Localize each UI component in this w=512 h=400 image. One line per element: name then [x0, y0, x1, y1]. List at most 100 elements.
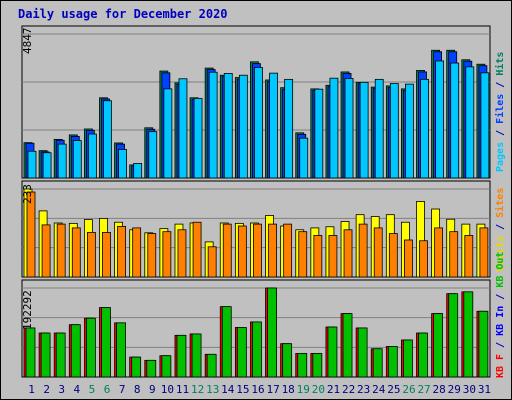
x-tick-label: 5: [89, 383, 96, 396]
bottom-bar-kb-out: [418, 332, 428, 378]
x-tick-label: 16: [251, 383, 264, 396]
middle-bar-sites: [268, 223, 277, 278]
bottom-bar-kb-out: [191, 333, 202, 378]
top-bar-pages: [118, 149, 127, 179]
top-bar-pages: [299, 137, 309, 179]
x-tick-label: 21: [327, 383, 340, 396]
x-tick-label: 31: [478, 383, 491, 396]
middle-bar-sites: [132, 227, 142, 278]
bottom-legend-item: KB F: [495, 354, 506, 378]
bottom-bar-kb-out: [252, 321, 262, 378]
bottom-panel: 192292 KB F / KB In / KB Out: [21, 252, 506, 378]
middle-bar-sites: [71, 227, 81, 278]
top-panel: 4847 Pages / Files / Hits: [21, 25, 506, 179]
bottom-bar-kb-out: [342, 313, 353, 378]
bottom-legend-item: KB In: [495, 306, 506, 336]
bottom-bar-kb-out: [387, 346, 398, 378]
bottom-bar-kb-out: [206, 353, 217, 378]
top-bar-pages: [284, 78, 294, 179]
top-bar-pages: [269, 72, 278, 179]
middle-bar-sites: [479, 227, 489, 278]
middle-bar-sites: [313, 235, 323, 278]
top-bar-pages: [254, 67, 263, 179]
middle-bars: [23, 188, 489, 278]
x-tick-label: 2: [43, 383, 50, 396]
x-tick-label: 4: [74, 383, 81, 396]
x-tick-label: 1: [28, 383, 35, 396]
x-tick-label: 23: [357, 383, 370, 396]
x-tick-label: 11: [176, 383, 189, 396]
x-tick-label: 30: [463, 383, 476, 396]
chart-title: Daily usage for December 2020: [18, 7, 228, 21]
x-tick-label: 25: [387, 383, 400, 396]
bottom-bar-kb-out: [327, 326, 338, 378]
top-bar-pages: [405, 83, 414, 179]
middle-bar-sites: [419, 240, 428, 278]
top-bar-pages: [420, 78, 429, 179]
x-tick-label: 9: [149, 383, 156, 396]
bottom-legend-item: /: [495, 288, 506, 306]
top-bar-pages: [42, 152, 52, 179]
top-bar-pages: [465, 66, 475, 179]
top-bar-pages: [450, 62, 460, 179]
x-tick-label: 7: [119, 383, 126, 396]
x-tick-label: 10: [161, 383, 174, 396]
top-bar-pages: [314, 88, 324, 179]
x-tick-label: 19: [297, 383, 310, 396]
bottom-bar-kb-out: [70, 324, 81, 378]
x-tick-label: 20: [312, 383, 325, 396]
top-bar-pages: [329, 77, 339, 179]
bottom-bar-kb-out: [146, 359, 157, 378]
top-bar-pages: [359, 81, 369, 179]
top-bar-pages: [87, 133, 97, 179]
middle-panel: 233 Visits / Sites: [21, 180, 506, 278]
middle-bar-sites: [56, 223, 66, 278]
bottom-bar-kb-out: [40, 332, 51, 378]
middle-bar-sites: [26, 191, 36, 278]
x-tick-label: 13: [206, 383, 219, 396]
x-tick-label: 28: [433, 383, 446, 396]
middle-bar-sites: [253, 223, 262, 278]
top-bar-pages: [223, 73, 233, 179]
middle-bar-sites: [177, 229, 187, 278]
bottom-bar-kb-out: [176, 334, 187, 378]
bottom-bar-kb-out: [236, 327, 247, 378]
middle-bar-sites: [41, 224, 51, 278]
bottom-bar-kb-out: [116, 322, 126, 378]
bottom-bar-kb-out: [131, 356, 142, 378]
x-tick-label: 3: [58, 383, 65, 396]
middle-bar-sites: [162, 231, 172, 278]
middle-bar-sites: [147, 233, 157, 278]
bottom-bar-kb-out: [85, 317, 96, 378]
x-tick-label: 29: [448, 383, 461, 396]
x-tick-label: 12: [191, 383, 204, 396]
top-bar-pages: [163, 88, 173, 179]
bottom-bar-kb-out: [101, 307, 111, 378]
bottom-bar-kb-out: [403, 339, 413, 378]
top-legend-item: /: [495, 124, 506, 142]
middle-legend: Visits / Sites: [494, 188, 506, 272]
bottom-bar-kb-out: [448, 293, 459, 378]
bottom-bar-kb-out: [297, 352, 308, 378]
bottom-bar-kb-out: [463, 291, 474, 378]
bottom-bar-kb-out: [282, 343, 293, 378]
middle-legend-item: Sites: [494, 188, 506, 218]
top-bar-pages: [480, 72, 490, 179]
bottom-bars: [23, 287, 489, 378]
middle-bar-sites: [298, 231, 308, 278]
middle-legend-item: Visits: [494, 236, 506, 272]
middle-bar-sites: [404, 239, 413, 278]
top-bar-pages: [374, 78, 384, 179]
x-tick-label: 18: [282, 383, 295, 396]
bottom-bar-kb-out: [25, 327, 36, 378]
middle-bar-sites: [86, 232, 96, 278]
middle-scale-label: 233: [21, 184, 34, 204]
middle-bar-sites: [358, 223, 368, 278]
x-tick-label: 27: [417, 383, 430, 396]
top-bar-pages: [208, 71, 218, 179]
bottom-bar-kb-out: [267, 287, 277, 378]
middle-bar-sites: [449, 231, 459, 278]
top-bar-pages: [178, 78, 188, 179]
top-bar-pages: [193, 97, 203, 179]
